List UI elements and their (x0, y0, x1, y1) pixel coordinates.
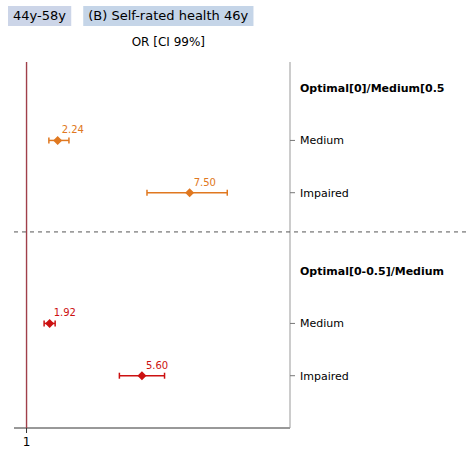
error-bar-cap (146, 190, 148, 196)
labels: Medium 2.24 Impaired 7.50 Medium 1.92 Impaired… (54, 124, 349, 382)
x-tick (26, 428, 27, 433)
point (185, 188, 194, 197)
category-tick (290, 375, 295, 376)
section-separator (14, 231, 466, 232)
category-tick (290, 140, 295, 141)
category-tick (290, 323, 295, 324)
data-label: 5.60 (146, 360, 168, 371)
error-bar-cap (54, 320, 56, 326)
data-label: 2.24 (62, 124, 84, 135)
section-label: Optimal[0-0.5]/Medium (300, 265, 444, 278)
data-label: 1.92 (54, 307, 76, 318)
category-label: Medium (300, 317, 344, 330)
data-label: 7.50 (194, 177, 216, 188)
category-label: Medium (300, 134, 344, 147)
error-bar-cap (43, 320, 45, 326)
error-bar-cap (119, 373, 121, 379)
x-tick-label: 1 (23, 435, 31, 449)
column-header: 44y-58y (13, 8, 66, 23)
subtitle: OR [CI 99%] (132, 35, 205, 49)
section-label: Optimal[0]/Medium[0.5 (300, 82, 445, 95)
error-bar-cap (227, 190, 229, 196)
error-bar-cap (48, 137, 50, 143)
error-bar-cap (164, 373, 166, 379)
marks (44, 136, 227, 380)
chart: 44y-58y (B) Self-rated health 46y OR [CI 9… (0, 0, 474, 474)
column-header-box (8, 6, 71, 26)
x-axis-line (14, 428, 290, 429)
title-box (83, 6, 253, 26)
title: (B) Self-rated health 46y (88, 8, 248, 23)
point (53, 136, 62, 145)
point (45, 319, 54, 328)
category-label: Impaired (300, 187, 349, 200)
plot-right-edge (290, 62, 291, 428)
category-label: Impaired (300, 370, 349, 383)
category-tick (290, 192, 295, 193)
reference-line (26, 62, 27, 428)
error-bar-cap (68, 137, 70, 143)
point (137, 371, 146, 380)
